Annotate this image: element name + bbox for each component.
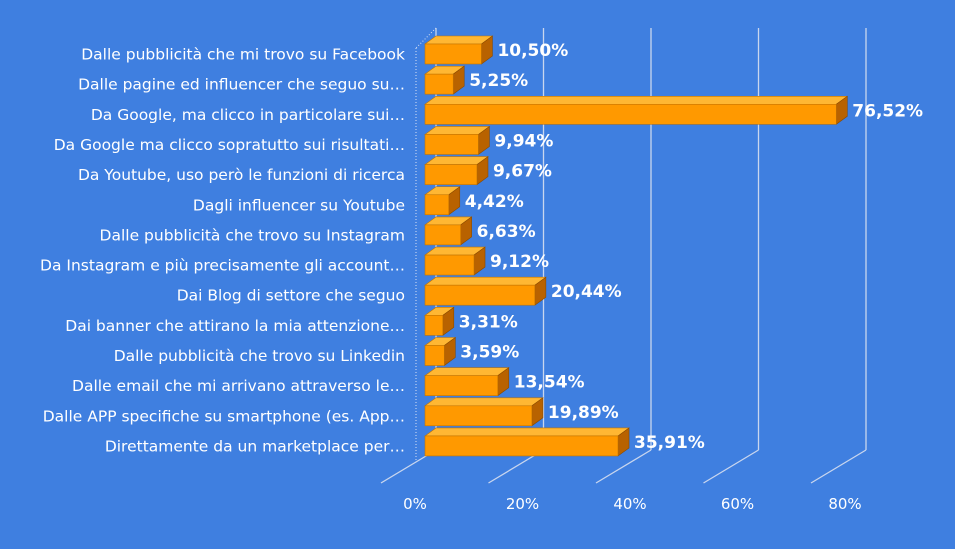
bar-front xyxy=(424,194,450,216)
bar xyxy=(424,306,455,336)
bar xyxy=(424,125,491,156)
bar xyxy=(424,397,544,427)
bar xyxy=(424,336,457,367)
bars xyxy=(424,35,849,457)
bar xyxy=(424,95,849,125)
data-label: 9,67% xyxy=(493,162,552,182)
category-label: Dalle APP specifiche su smartphone (es. … xyxy=(43,407,405,425)
category-label: Dalle pubblicità che mi trovo su Faceboo… xyxy=(81,46,405,64)
data-label: 9,12% xyxy=(490,252,549,272)
bar-top xyxy=(424,276,547,286)
bar-front xyxy=(424,224,461,246)
bar xyxy=(424,276,547,306)
data-label: 4,42% xyxy=(465,192,524,212)
bar xyxy=(424,65,466,95)
bar-front xyxy=(424,134,479,155)
bar xyxy=(424,35,494,65)
labels: 0% 20% 40% 60% 80% Dalle pubblicità che mi tr… xyxy=(40,41,923,513)
bar xyxy=(424,246,486,276)
bar-front xyxy=(424,284,536,306)
bar-front xyxy=(424,43,482,65)
bar-top xyxy=(424,367,510,376)
gridline-floor xyxy=(595,449,652,484)
data-label: 9,94% xyxy=(494,131,553,151)
bar-front xyxy=(424,104,837,125)
bar xyxy=(424,186,461,216)
data-label: 5,25% xyxy=(469,71,528,91)
x-tick-label: 60% xyxy=(721,495,754,513)
bar-front xyxy=(424,164,478,185)
gridline-floor xyxy=(810,449,867,484)
category-label: Da Youtube, uso però le funzioni di rice… xyxy=(78,166,405,184)
category-label: Dai banner che attirano la mia attenzion… xyxy=(65,317,405,335)
category-label: Da Instagram e più precisamente gli acco… xyxy=(40,257,405,275)
bar-top xyxy=(424,35,494,45)
bar-front xyxy=(424,435,619,457)
category-label: Dalle pagine ed influencer che seguo su… xyxy=(78,76,405,94)
bar-top xyxy=(424,96,849,105)
data-label: 3,59% xyxy=(460,343,519,363)
category-label: Dai Blog di settore che seguo xyxy=(177,287,405,305)
category-label: Dagli influencer su Youtube xyxy=(193,196,405,214)
data-label: 19,89% xyxy=(548,403,619,423)
x-tick-label: 80% xyxy=(828,495,861,513)
x-tick-label: 40% xyxy=(613,495,646,513)
data-label: 3,31% xyxy=(459,312,518,332)
bar-front xyxy=(424,315,444,336)
bar-front xyxy=(424,345,445,366)
bar-front xyxy=(424,73,454,95)
x-tick-label: 20% xyxy=(506,495,539,513)
bar-top xyxy=(424,397,544,407)
bar xyxy=(424,156,489,186)
category-label: Dalle pubblicità che trovo su Instagram xyxy=(100,226,405,244)
bar-top xyxy=(424,427,630,437)
data-label: 10,50% xyxy=(497,41,568,61)
category-label: Direttamente da un marketplace per… xyxy=(105,437,405,455)
data-label: 13,54% xyxy=(514,373,585,393)
bar xyxy=(424,367,510,397)
bar-front xyxy=(424,405,533,427)
data-label: 35,91% xyxy=(634,433,705,453)
data-label: 6,63% xyxy=(477,222,536,242)
bar-front xyxy=(424,375,499,396)
bar xyxy=(424,216,473,246)
category-label: Dalle email che mi arrivano attraverso l… xyxy=(72,377,405,395)
x-tick-label: 0% xyxy=(403,495,427,513)
data-label: 76,52% xyxy=(852,101,923,121)
bar xyxy=(424,427,630,457)
category-label: Da Google, ma clicco in particolare sui… xyxy=(91,106,405,124)
data-label: 20,44% xyxy=(551,282,622,302)
gridline-floor xyxy=(703,449,759,484)
category-label: Da Google ma clicco sopratutto sui risul… xyxy=(54,136,405,154)
category-label: Dalle pubblicità che trovo su Linkedin xyxy=(114,347,405,365)
bar-front xyxy=(424,254,475,276)
